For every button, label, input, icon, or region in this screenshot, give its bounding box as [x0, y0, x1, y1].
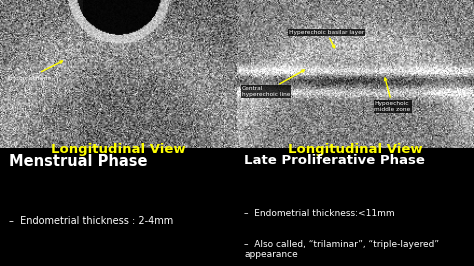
Text: –  Also called, “trilaminar”, “triple-layered”
appearance: – Also called, “trilaminar”, “triple-lay… — [244, 240, 439, 259]
Text: –  Endometrial thickness:<11mm: – Endometrial thickness:<11mm — [244, 209, 395, 218]
Text: Longitudinal View: Longitudinal View — [288, 143, 423, 156]
Text: Menstrual Phase: Menstrual Phase — [9, 153, 148, 169]
Text: –  Endometrial thickness : 2-4mm: – Endometrial thickness : 2-4mm — [9, 216, 174, 226]
Text: Hyperechoic basilar layer: Hyperechoic basilar layer — [289, 30, 365, 48]
Text: Endometrium: Endometrium — [7, 61, 63, 81]
Text: Longitudinal View: Longitudinal View — [51, 143, 186, 156]
Text: Hypoechoic
middle zone: Hypoechoic middle zone — [374, 78, 410, 112]
Text: Late Proliferative Phase: Late Proliferative Phase — [244, 153, 425, 167]
Text: Central
hyperechoic line: Central hyperechoic line — [242, 70, 304, 97]
